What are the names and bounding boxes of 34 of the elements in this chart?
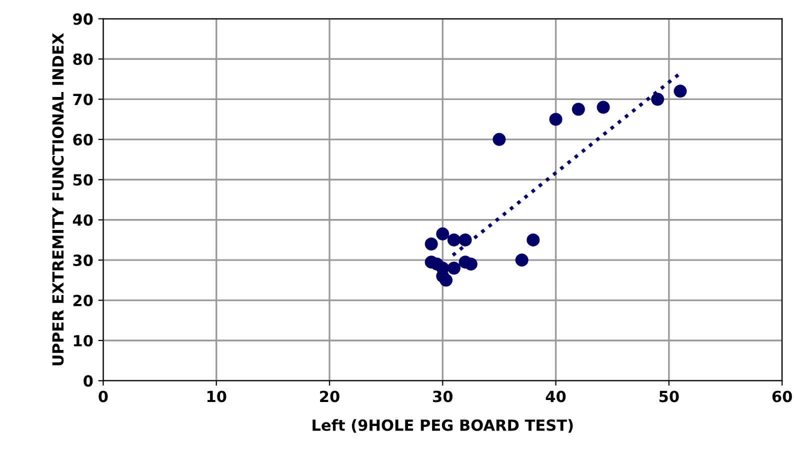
- point: [458, 233, 472, 246]
- x-tick-label: 0: [98, 390, 108, 402]
- point: [526, 233, 540, 246]
- point: [464, 258, 478, 271]
- y-tick-label: 20: [73, 294, 93, 306]
- point: [651, 92, 664, 106]
- point: [674, 84, 687, 98]
- y-tick-label: 70: [73, 94, 93, 106]
- x-tick-label: 30: [433, 390, 453, 402]
- point: [447, 262, 460, 275]
- y-tick-label: 50: [73, 174, 93, 186]
- y-tick-label: 60: [73, 134, 93, 146]
- x-axis-title: Left (9HOLE PEG BOARD TEST): [312, 419, 573, 433]
- x-tick-label: 50: [659, 390, 679, 402]
- y-tick-label: 40: [72, 214, 93, 226]
- point: [436, 227, 450, 240]
- y-tick-label: 80: [73, 53, 93, 66]
- point: [572, 102, 585, 116]
- point: [424, 237, 438, 250]
- x-tick-label: 20: [320, 390, 340, 402]
- point: [447, 233, 460, 246]
- point: [549, 112, 562, 126]
- point: [492, 132, 506, 146]
- x-tick-label: 10: [207, 390, 226, 402]
- point: [440, 274, 453, 287]
- y-tick-label: 90: [73, 13, 93, 25]
- y-axis-title: UPPER EXTREMITY FUNCTIONAL INDEX: [52, 33, 64, 366]
- x-tick-label: 40: [546, 390, 566, 402]
- y-tick-label: 10: [74, 334, 93, 347]
- point: [515, 254, 528, 267]
- x-tick-label: 60: [772, 390, 792, 402]
- y-tick-label: 30: [73, 254, 93, 266]
- y-tick-label: 0: [84, 375, 93, 387]
- point: [596, 100, 610, 114]
